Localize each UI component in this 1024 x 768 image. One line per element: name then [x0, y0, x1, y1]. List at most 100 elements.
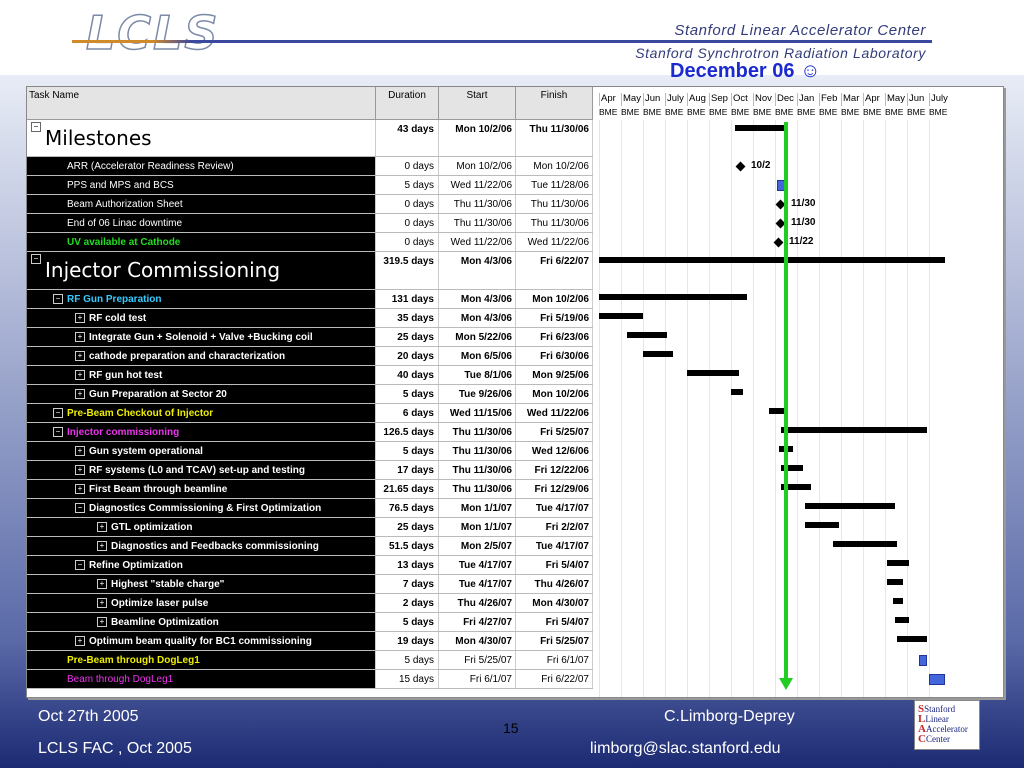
task-row[interactable]: + RF cold test 35 days Mon 4/3/06 Fri 5/19/0…: [27, 309, 593, 328]
expand-toggle-icon[interactable]: +: [75, 332, 85, 342]
task-name-cell[interactable]: − Injector commissioning: [27, 423, 376, 441]
task-name-cell[interactable]: PPS and MPS and BCS: [27, 176, 376, 194]
expand-toggle-icon[interactable]: +: [75, 313, 85, 323]
task-name-cell[interactable]: − Milestones: [27, 120, 376, 156]
task-start-cell[interactable]: Mon 4/3/06: [439, 252, 516, 289]
task-row[interactable]: UV available at Cathode 0 days Wed 11/22/0…: [27, 233, 593, 252]
task-duration-cell[interactable]: 5 days: [376, 385, 439, 403]
task-duration-cell[interactable]: 76.5 days: [376, 499, 439, 517]
task-duration-cell[interactable]: 21.65 days: [376, 480, 439, 498]
task-duration-cell[interactable]: 126.5 days: [376, 423, 439, 441]
task-start-cell[interactable]: Thu 11/30/06: [439, 423, 516, 441]
task-duration-cell[interactable]: 319.5 days: [376, 252, 439, 289]
gantt-task-bar[interactable]: [805, 503, 895, 509]
task-duration-cell[interactable]: 19 days: [376, 632, 439, 650]
expand-toggle-icon[interactable]: −: [75, 503, 85, 513]
task-start-cell[interactable]: Thu 11/30/06: [439, 442, 516, 460]
gantt-task-bar[interactable]: [781, 484, 811, 490]
task-start-cell[interactable]: Mon 6/5/06: [439, 347, 516, 365]
task-duration-cell[interactable]: 25 days: [376, 518, 439, 536]
task-duration-cell[interactable]: 2 days: [376, 594, 439, 612]
task-duration-cell[interactable]: 17 days: [376, 461, 439, 479]
task-start-cell[interactable]: Thu 11/30/06: [439, 214, 516, 232]
task-row[interactable]: + RF systems (L0 and TCAV) set-up and tes…: [27, 461, 593, 480]
expand-toggle-icon[interactable]: +: [75, 446, 85, 456]
expand-toggle-icon[interactable]: −: [31, 254, 41, 264]
task-duration-cell[interactable]: 0 days: [376, 233, 439, 251]
milestone-diamond[interactable]: [735, 161, 746, 172]
task-start-cell[interactable]: Tue 4/17/07: [439, 556, 516, 574]
task-duration-cell[interactable]: 0 days: [376, 195, 439, 213]
expand-toggle-icon[interactable]: +: [75, 636, 85, 646]
task-row[interactable]: − Diagnostics Commissioning & First Optim…: [27, 499, 593, 518]
task-duration-cell[interactable]: 5 days: [376, 651, 439, 669]
expand-toggle-icon[interactable]: −: [53, 294, 63, 304]
task-duration-cell[interactable]: 40 days: [376, 366, 439, 384]
task-finish-cell[interactable]: Fri 5/25/07: [516, 632, 593, 650]
task-duration-cell[interactable]: 43 days: [376, 120, 439, 156]
gantt-task-bar[interactable]: [687, 370, 739, 376]
col-start[interactable]: Start: [439, 87, 516, 120]
task-start-cell[interactable]: Wed 11/15/06: [439, 404, 516, 422]
task-duration-cell[interactable]: 7 days: [376, 575, 439, 593]
task-duration-cell[interactable]: 35 days: [376, 309, 439, 327]
gantt-summary-marker[interactable]: [929, 674, 945, 685]
task-finish-cell[interactable]: Fri 12/22/06: [516, 461, 593, 479]
gantt-task-bar[interactable]: [887, 579, 903, 585]
task-start-cell[interactable]: Mon 4/3/06: [439, 290, 516, 308]
task-duration-cell[interactable]: 5 days: [376, 613, 439, 631]
task-duration-cell[interactable]: 13 days: [376, 556, 439, 574]
task-row[interactable]: + Optimize laser pulse 2 days Thu 4/26/07 Mo…: [27, 594, 593, 613]
task-start-cell[interactable]: Thu 11/30/06: [439, 195, 516, 213]
task-finish-cell[interactable]: Fri 6/22/07: [516, 252, 593, 289]
gantt-task-bar[interactable]: [643, 351, 673, 357]
task-start-cell[interactable]: Mon 2/5/07: [439, 537, 516, 555]
task-duration-cell[interactable]: 25 days: [376, 328, 439, 346]
task-name-cell[interactable]: − Pre-Beam Checkout of Injector: [27, 404, 376, 422]
task-finish-cell[interactable]: Thu 11/30/06: [516, 214, 593, 232]
task-finish-cell[interactable]: Thu 4/26/07: [516, 575, 593, 593]
task-start-cell[interactable]: Mon 10/2/06: [439, 120, 516, 156]
task-start-cell[interactable]: Wed 11/22/06: [439, 233, 516, 251]
expand-toggle-icon[interactable]: +: [75, 370, 85, 380]
expand-toggle-icon[interactable]: −: [31, 122, 41, 132]
task-name-cell[interactable]: + RF cold test: [27, 309, 376, 327]
task-start-cell[interactable]: Fri 6/1/07: [439, 670, 516, 688]
gantt-task-bar[interactable]: [599, 257, 945, 263]
gantt-task-bar[interactable]: [769, 408, 785, 414]
task-duration-cell[interactable]: 131 days: [376, 290, 439, 308]
task-finish-cell[interactable]: Wed 11/22/06: [516, 233, 593, 251]
gantt-task-bar[interactable]: [895, 617, 909, 623]
task-row[interactable]: − RF Gun Preparation 131 days Mon 4/3/06 Mon…: [27, 290, 593, 309]
task-finish-cell[interactable]: Thu 11/30/06: [516, 195, 593, 213]
task-name-cell[interactable]: End of 06 Linac downtime: [27, 214, 376, 232]
task-finish-cell[interactable]: Fri 6/1/07: [516, 651, 593, 669]
task-row[interactable]: Beam through DogLeg1 15 days Fri 6/1/07 Fri…: [27, 670, 593, 689]
gantt-task-bar[interactable]: [599, 313, 643, 319]
task-start-cell[interactable]: Thu 11/30/06: [439, 480, 516, 498]
expand-toggle-icon[interactable]: +: [75, 351, 85, 361]
task-row[interactable]: + Beamline Optimization 5 days Fri 4/27/07 F…: [27, 613, 593, 632]
task-finish-cell[interactable]: Wed 11/22/06: [516, 404, 593, 422]
task-start-cell[interactable]: Mon 4/3/06: [439, 309, 516, 327]
task-row[interactable]: + RF gun hot test 40 days Tue 8/1/06 Mon 9/2…: [27, 366, 593, 385]
task-duration-cell[interactable]: 6 days: [376, 404, 439, 422]
task-name-cell[interactable]: + First Beam through beamline: [27, 480, 376, 498]
task-start-cell[interactable]: Mon 4/30/07: [439, 632, 516, 650]
task-name-cell[interactable]: − Refine Optimization: [27, 556, 376, 574]
task-finish-cell[interactable]: Mon 10/2/06: [516, 290, 593, 308]
gantt-task-bar[interactable]: [627, 332, 667, 338]
expand-toggle-icon[interactable]: −: [53, 427, 63, 437]
expand-toggle-icon[interactable]: +: [75, 484, 85, 494]
task-name-cell[interactable]: ARR (Accelerator Readiness Review): [27, 157, 376, 175]
task-finish-cell[interactable]: Fri 6/30/06: [516, 347, 593, 365]
task-row[interactable]: + First Beam through beamline 21.65 days Th…: [27, 480, 593, 499]
task-name-cell[interactable]: + Optimize laser pulse: [27, 594, 376, 612]
expand-toggle-icon[interactable]: +: [97, 522, 107, 532]
task-row[interactable]: − Injector Commissioning 319.5 days Mon 4/3…: [27, 252, 593, 290]
task-name-cell[interactable]: + RF systems (L0 and TCAV) set-up and tes…: [27, 461, 376, 479]
task-row[interactable]: − Refine Optimization 13 days Tue 4/17/07 Fr…: [27, 556, 593, 575]
col-task-name[interactable]: Task Name: [27, 87, 376, 120]
col-finish[interactable]: Finish: [516, 87, 593, 120]
task-duration-cell[interactable]: 5 days: [376, 176, 439, 194]
